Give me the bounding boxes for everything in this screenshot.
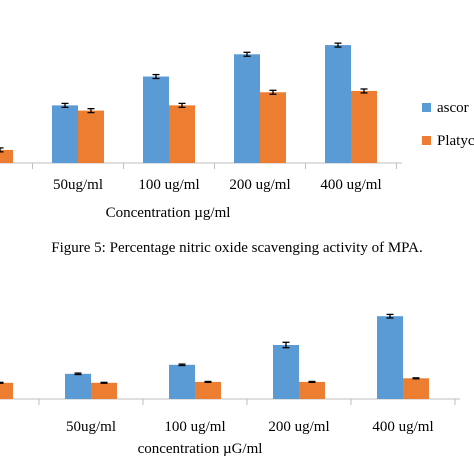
- error-bar: [61, 102, 69, 108]
- bar-2: [0, 382, 13, 399]
- bar-1: [325, 45, 351, 163]
- error-bar: [87, 107, 95, 114]
- bar-1: [143, 76, 169, 163]
- bar-1: [169, 364, 195, 399]
- error-bar: [100, 381, 108, 384]
- error-bar: [334, 42, 342, 48]
- error-bar: [412, 377, 420, 380]
- error-bar: [152, 73, 160, 80]
- x-axis-label: concentration µG/ml: [138, 441, 263, 457]
- error-bar: [0, 147, 4, 153]
- error-bar: [386, 313, 394, 319]
- legend-label-1: ascor: [437, 100, 469, 116]
- x-tick-label: 200 ug/ml: [268, 419, 329, 435]
- error-bar: [360, 88, 368, 94]
- bar-2: [195, 381, 221, 399]
- x-tick-label: 400 ug/ml: [372, 419, 433, 435]
- error-bar: [74, 372, 82, 376]
- bar-2: [299, 381, 325, 399]
- x-axis-label: Concentration µg/ml: [106, 205, 231, 221]
- bar-2: [0, 149, 13, 163]
- bar-2: [351, 90, 377, 163]
- error-bar: [0, 381, 4, 384]
- bar-2: [78, 110, 104, 163]
- bar-1: [52, 105, 78, 163]
- error-bar: [282, 341, 290, 349]
- bar-1: [377, 316, 403, 399]
- error-bar: [204, 380, 212, 383]
- bar-2: [91, 382, 117, 399]
- bar-1: [234, 54, 260, 163]
- x-tick-label: 100 ug/ml: [164, 419, 225, 435]
- bar-1: [65, 373, 91, 399]
- error-bar: [178, 363, 186, 367]
- bar-1: [273, 345, 299, 399]
- error-bar: [269, 89, 277, 95]
- error-bar: [243, 51, 251, 57]
- legend-label-2: Platyc: [437, 133, 474, 149]
- legend-swatch-2: [422, 136, 431, 145]
- bar-2: [403, 378, 429, 399]
- bar-2: [169, 105, 195, 163]
- error-bar: [178, 102, 186, 108]
- x-tick-label: 200 ug/ml: [229, 177, 290, 193]
- x-tick-label: 400 ug/ml: [320, 177, 381, 193]
- x-tick-label: 50ug/ml: [53, 177, 103, 193]
- bar-2: [260, 92, 286, 163]
- figure-caption: Figure 5: Percentage nitric oxide scaven…: [51, 240, 423, 256]
- legend-swatch-1: [422, 103, 431, 112]
- error-bar: [308, 380, 316, 383]
- x-tick-label: 50ug/ml: [66, 419, 116, 435]
- x-tick-label: 100 ug/ml: [138, 177, 199, 193]
